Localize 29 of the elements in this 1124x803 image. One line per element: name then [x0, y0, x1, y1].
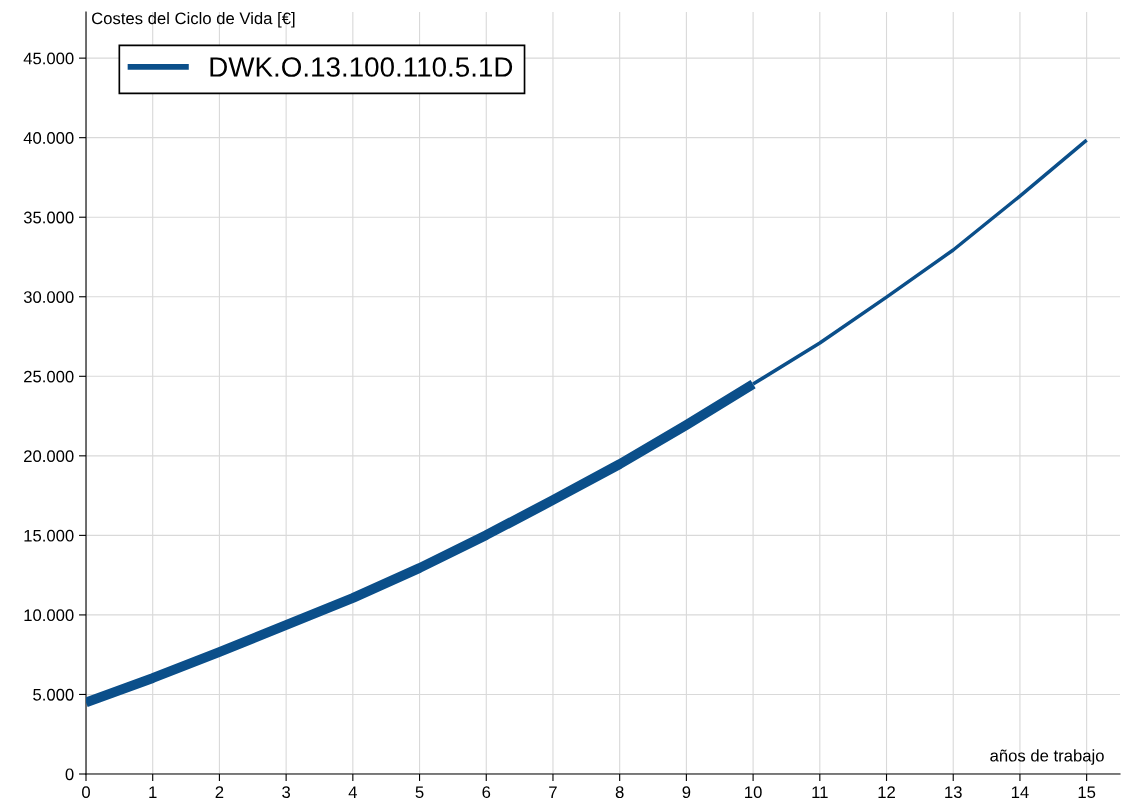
x-tick-label: 9 [682, 786, 691, 799]
x-tick-label: 5 [415, 786, 424, 799]
x-tick-label: 10 [745, 786, 762, 799]
x-axis-title: años de trabajo [990, 749, 1104, 765]
legend-label: DWK.O.13.100.110.5.1D [210, 57, 513, 77]
x-tick-label: 6 [482, 786, 491, 799]
x-tick-label: 14 [1011, 786, 1029, 798]
y-axis-title: Costes del Ciclo de Vida [€] [92, 12, 295, 28]
y-tick-label: 5.000 [33, 688, 74, 701]
x-tick-label: 13 [945, 786, 962, 799]
y-tick-label: 15.000 [24, 529, 74, 542]
y-tick-label: 30.000 [23, 291, 74, 303]
x-tick-label: 8 [615, 786, 624, 799]
y-tick-label: 20.000 [24, 450, 74, 463]
y-tick-label: 25.000 [24, 370, 74, 383]
x-tick-label: 11 [812, 786, 828, 798]
x-tick-label: 1 [149, 786, 157, 798]
y-tick-label: 10.000 [24, 609, 74, 622]
x-tick-label: 7 [549, 786, 557, 798]
y-tick-label: 45.000 [23, 52, 74, 65]
y-tick-label: 0 [65, 768, 74, 781]
x-tick-label: 3 [282, 786, 291, 799]
x-tick-label: 0 [82, 786, 90, 799]
y-tick-label: 35.000 [23, 211, 74, 224]
x-tick-label: 15 [1078, 786, 1096, 799]
x-tick-label: 12 [878, 786, 895, 798]
x-tick-label: 4 [348, 786, 357, 798]
x-tick-label: 2 [215, 786, 224, 798]
y-tick-label: 40.000 [23, 132, 74, 144]
